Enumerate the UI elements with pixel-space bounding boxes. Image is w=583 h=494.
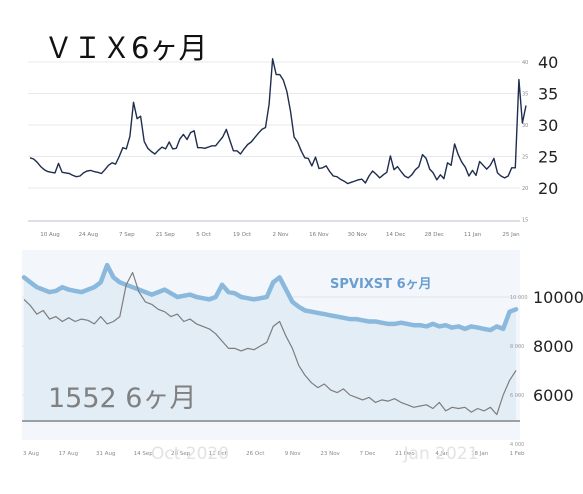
spvixst-minor-tick-label: 6 000 [510, 393, 524, 399]
spvixst-series-area [24, 265, 516, 421]
vix-x-tick-label: 30 Nov [348, 232, 368, 238]
vix-x-tick-label: 16 Nov [309, 232, 329, 238]
vix-major-tick-labels: 40 35 30 25 20 [538, 53, 558, 198]
spvixst-chart-title: SPVIXST 6ヶ月 [330, 277, 432, 292]
spvixst-x-tick-label: 9 Nov [285, 451, 302, 457]
spvixst-minor-tick-label: 4 000 [510, 442, 524, 448]
vix-chart: 40 35 30 25 20 15 40 35 30 25 20 10 Aug 24 Aug 7 Se… [28, 28, 558, 238]
vix-minor-tick-label: 25 [522, 155, 528, 161]
spvixst-major-tick-label: 8000 [533, 337, 574, 356]
spvixst-x-tick-label: 21 Dec [395, 451, 414, 457]
vix-x-tick-label: 24 Aug [79, 232, 99, 238]
spvixst-chart: 10 000 8 000 6 000 4 000 10000 8000 6000 3 Au… [21, 250, 583, 464]
vix-major-tick-label: 25 [538, 148, 558, 167]
spvixst-x-tick-label: 3 Aug [23, 451, 39, 457]
spvixst-major-tick-labels: 10000 8000 6000 [533, 288, 583, 405]
vix-minor-tick-label: 40 [522, 60, 528, 66]
vix-major-tick-label: 20 [538, 179, 558, 198]
vix-x-tick-label: 25 Jan [502, 232, 520, 238]
vix-x-tick-label: 5 Oct [196, 232, 212, 238]
vix-x-tick-label: 11 Jan [464, 232, 482, 238]
vix-chart-title: ＶＩＸ6ヶ月 [44, 31, 207, 65]
spvixst-x-tick-label: 31 Aug [96, 451, 116, 457]
spvixst-navigator-label: Oct 2020 [151, 444, 229, 464]
vix-x-tick-label: 7 Sep [119, 232, 135, 238]
spvixst-x-tick-label: 26 Oct [246, 451, 265, 457]
vix-major-tick-label: 30 [538, 116, 558, 135]
spvixst-x-tick-label: 17 Aug [59, 451, 79, 457]
spvixst-x-tick-label: 14 Sep [134, 451, 154, 457]
spvixst-x-tick-label: 18 Jan [471, 451, 489, 457]
spvixst-x-tick-label: 28 Sep [171, 451, 191, 457]
index-1552-series-line [23, 271, 517, 416]
vix-x-tick-label: 2 Nov [273, 232, 290, 238]
vix-minor-tick-labels: 40 35 30 25 20 15 [522, 60, 528, 224]
spvixst-x-tick-labels: 3 Aug 17 Aug 31 Aug 14 Sep 28 Sep 12 Oct 26 Oc… [23, 451, 525, 457]
vix-major-tick-label: 35 [538, 85, 558, 104]
vix-minor-tick-label: 30 [522, 123, 528, 129]
vix-x-tick-label: 21 Sep [156, 232, 176, 238]
vix-major-tick-label: 40 [538, 53, 558, 72]
spvixst-major-tick-label: 6000 [533, 386, 574, 405]
vix-x-tick-label: 10 Aug [40, 232, 60, 238]
index-1552-big-label: 1552 6ヶ月 [48, 383, 196, 414]
spvixst-navigator-labels: Oct 2020 Jan 2021 [151, 444, 478, 464]
spvixst-major-tick-label: 10000 [533, 288, 583, 307]
spvixst-x-tick-label: 12 Oct [209, 451, 228, 457]
vix-x-tick-label: 14 Dec [386, 232, 405, 238]
vix-minor-tick-label: 35 [522, 92, 528, 98]
vix-x-tick-label: 28 Dec [424, 232, 443, 238]
vix-minor-tick-label: 20 [522, 186, 528, 192]
vix-series-line [29, 58, 527, 185]
spvixst-x-tick-label: 4 Jan [435, 451, 449, 457]
spvixst-minor-tick-label: 8 000 [510, 344, 524, 350]
spvixst-minor-tick-label: 10 000 [510, 295, 528, 301]
vix-x-tick-label: 19 Oct [233, 232, 252, 238]
spvixst-x-tick-label: 1 Feb [510, 451, 525, 457]
spvixst-x-tick-label: 23 Nov [320, 451, 340, 457]
vix-x-tick-labels: 10 Aug 24 Aug 7 Sep 21 Sep 5 Oct 19 Oct 2 Nov 1… [40, 232, 520, 238]
spvixst-navigator-label: Jan 2021 [403, 444, 479, 464]
vix-minor-tick-label: 15 [522, 218, 528, 224]
spvixst-x-tick-label: 7 Dec [360, 451, 376, 457]
spvixst-series-line [21, 262, 519, 333]
spvixst-minor-tick-labels: 10 000 8 000 6 000 4 000 [510, 295, 528, 448]
vix-gridlines [28, 61, 520, 189]
